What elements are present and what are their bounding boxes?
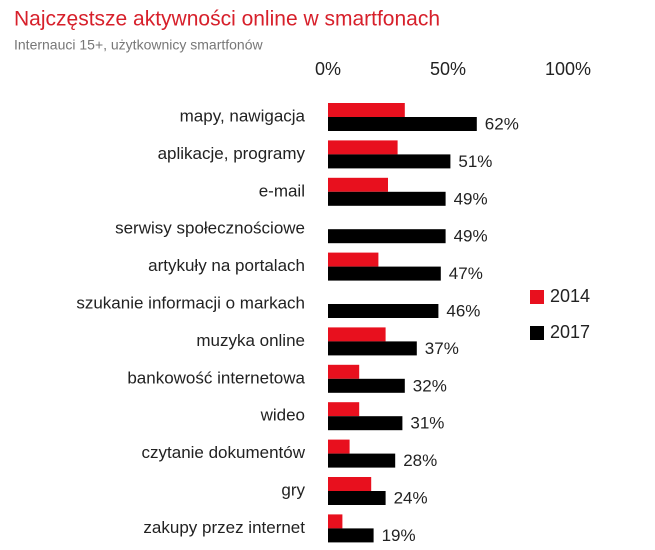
legend-label: 2017	[550, 322, 590, 342]
value-label: 49%	[454, 227, 488, 246]
legend-swatch	[530, 326, 544, 340]
value-label: 28%	[403, 451, 437, 470]
bar	[328, 191, 446, 206]
category-label: czytanie dokumentów	[142, 443, 306, 462]
legend-swatch	[530, 290, 544, 304]
bar	[328, 514, 343, 529]
category-label: muzyka online	[196, 331, 305, 350]
legend-label: 2014	[550, 286, 590, 306]
bar	[328, 229, 446, 244]
category-label: serwisy społecznościowe	[115, 219, 305, 238]
bar	[328, 327, 386, 342]
x-tick-label: 0%	[315, 59, 341, 79]
bar	[328, 252, 379, 267]
category-label: mapy, nawigacja	[180, 106, 306, 125]
chart-title: Najczęstsze aktywności online w smartfon…	[14, 8, 440, 31]
chart-subtitle: Internauci 15+, użytkownicy smartfonów	[14, 37, 264, 53]
bar	[328, 266, 441, 281]
bar	[328, 103, 405, 117]
value-label: 62%	[485, 114, 519, 133]
bar	[328, 304, 439, 318]
category-label: zakupy przez internet	[143, 518, 305, 537]
bar	[328, 439, 350, 454]
bar	[328, 528, 374, 543]
bar	[328, 140, 398, 155]
category-label: gry	[281, 480, 305, 499]
bar	[328, 117, 477, 131]
category-label: szukanie informacji o markach	[76, 293, 305, 312]
bar	[328, 491, 386, 505]
x-tick-label: 50%	[430, 59, 466, 79]
bar	[328, 453, 396, 468]
value-label: 49%	[454, 189, 488, 208]
bar	[328, 402, 360, 417]
bar	[328, 154, 451, 169]
value-label: 31%	[410, 414, 444, 433]
category-label: e-mail	[259, 181, 305, 200]
category-label: bankowość internetowa	[127, 368, 305, 387]
bar	[328, 416, 403, 431]
category-label: aplikacje, programy	[158, 144, 306, 163]
value-label: 19%	[382, 526, 416, 545]
bar	[328, 341, 417, 356]
bar	[328, 177, 388, 192]
value-label: 51%	[458, 152, 492, 171]
bar	[328, 477, 372, 491]
bar	[328, 378, 405, 393]
value-label: 37%	[425, 339, 459, 358]
bar	[328, 364, 360, 379]
value-label: 24%	[394, 488, 428, 507]
value-label: 46%	[446, 301, 480, 320]
value-label: 47%	[449, 264, 483, 283]
x-tick-label: 100%	[545, 59, 591, 79]
category-label: artykuły na portalach	[148, 256, 305, 275]
category-label: wideo	[260, 406, 305, 425]
value-label: 32%	[413, 376, 447, 395]
